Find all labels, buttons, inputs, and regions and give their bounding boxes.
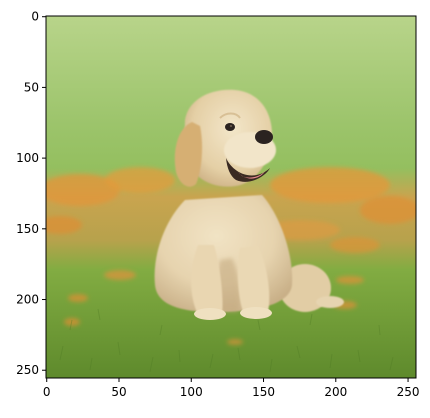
y-tick-label: 250 bbox=[16, 363, 39, 377]
y-tick-label: 150 bbox=[16, 222, 39, 236]
y-tick-label: 0 bbox=[31, 10, 39, 24]
x-axis: 0 50 100 150 200 250 bbox=[43, 378, 420, 399]
y-axis: 0 50 100 150 200 250 bbox=[16, 10, 46, 377]
x-tick-label: 150 bbox=[252, 385, 275, 399]
y-tick-label: 50 bbox=[24, 80, 39, 94]
grass-texture bbox=[59, 308, 394, 373]
x-tick-label: 50 bbox=[111, 385, 126, 399]
x-tick-label: 250 bbox=[397, 385, 420, 399]
puppy-photo bbox=[46, 16, 416, 378]
x-tick-label: 100 bbox=[180, 385, 203, 399]
axes-frame bbox=[45, 15, 417, 379]
x-tick-label: 0 bbox=[43, 385, 51, 399]
y-tick-label: 200 bbox=[16, 293, 39, 307]
x-tick-label: 200 bbox=[324, 385, 347, 399]
y-tick-label: 100 bbox=[16, 151, 39, 165]
puppy bbox=[154, 89, 344, 320]
